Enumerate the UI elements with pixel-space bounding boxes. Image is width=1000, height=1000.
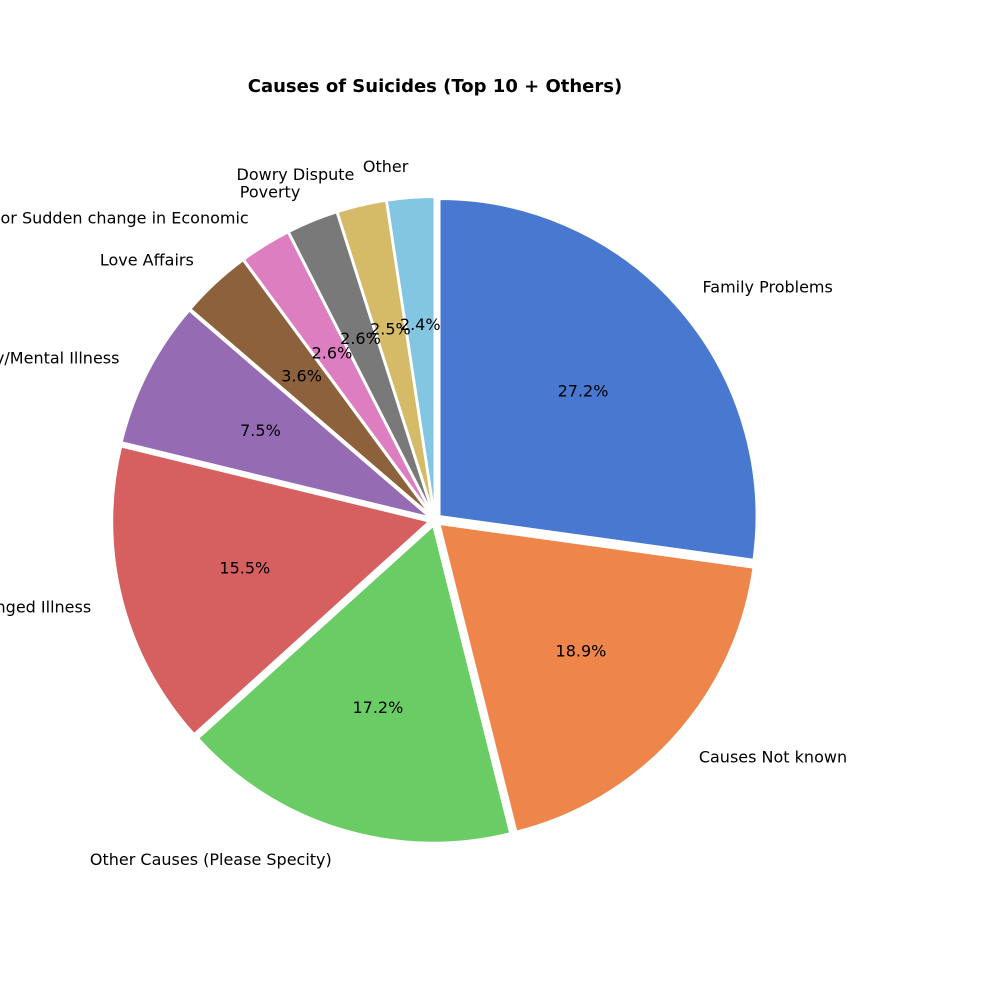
pct-label-other-causes-please-specity: 17.2% [352,698,403,717]
chart-title: Causes of Suicides (Top 10 + Others) [248,76,622,97]
pct-label-bankruptcy-or-sudden-change-in-economic: 2.6% [312,344,353,363]
pct-label-dowry-dispute: 2.5% [370,319,411,338]
category-label-other-prolonged-illness: Other Prolonged Illness [0,598,91,617]
percent-labels: 27.2%18.9%17.2%15.5%7.5%3.6%2.6%2.6%2.5%… [219,315,608,717]
pie-slices [111,196,758,844]
pct-label-poverty: 2.6% [340,329,381,348]
pct-label-family-problems: 27.2% [558,382,609,401]
category-label-poverty: Poverty [240,182,301,201]
pie-slice-other-causes-please-specity [196,523,512,844]
category-label-other-causes-please-specity: Other Causes (Please Specity) [90,850,332,869]
category-label-bankruptcy-or-sudden-change-in-economic: Bankruptcy or Sudden change in Economic [0,209,249,228]
pct-label-other-prolonged-illness: 15.5% [219,559,270,578]
category-label-causes-not-known: Causes Not known [699,748,847,767]
pie-slice-insanity-mental-illness [120,309,431,519]
pie-slice-other-prolonged-illness [111,445,432,736]
category-label-family-problems: Family Problems [703,278,833,297]
pct-label-insanity-mental-illness: 7.5% [240,421,281,440]
pie-slice-other [385,196,436,515]
pie-slice-family-problems [438,198,758,561]
category-label-other: Other [363,157,409,176]
pie-slice-love-affairs [189,258,432,517]
pct-label-love-affairs: 3.6% [281,367,322,386]
category-label-dowry-dispute: Dowry Dispute [237,165,355,184]
pct-label-causes-not-known: 18.9% [556,642,607,661]
category-label-insanity-mental-illness: Insanity/Mental Illness [0,348,119,367]
category-labels: Family Problems Causes Not known Other Cau… [0,157,847,869]
pie-slice-causes-not-known [438,522,755,833]
category-label-love-affairs: Love Affairs [100,250,194,269]
pct-label-other: 2.4% [400,315,441,334]
